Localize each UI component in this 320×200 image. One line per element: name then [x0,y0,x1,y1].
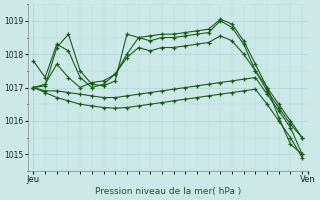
X-axis label: Pression niveau de la mer( hPa ): Pression niveau de la mer( hPa ) [95,187,241,196]
